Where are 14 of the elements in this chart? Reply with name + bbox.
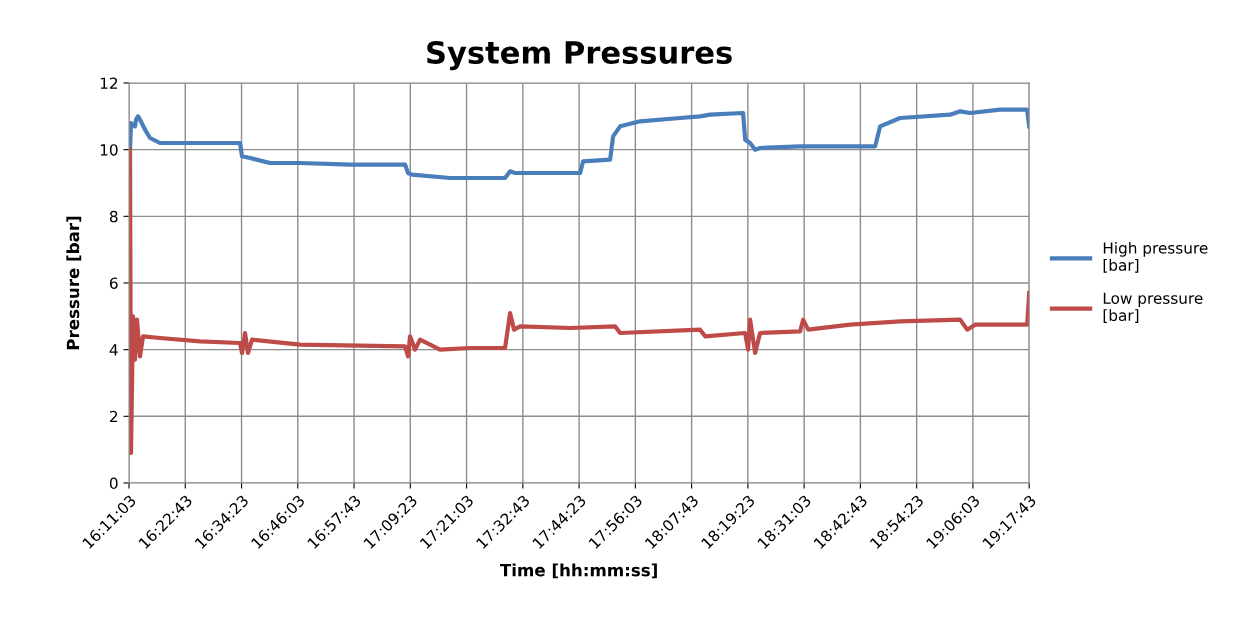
y-tick-label: 2 (110, 410, 118, 423)
y-tick-label: 0 (109, 477, 118, 489)
y-axis-title: Pressure [bar] (66, 216, 82, 350)
line-series (129, 107, 1030, 181)
x-axis-title: Time [hh:mm:ss] (499, 563, 657, 579)
y-tick-label: 12 (100, 77, 118, 89)
legend-label: Low pressure [bar] (1103, 292, 1203, 323)
y-tick-label: 8 (109, 210, 118, 223)
legend-label: High pressure [bar] (1103, 241, 1208, 273)
y-tick-label: 10 (100, 144, 118, 156)
y-tick-label: 4 (109, 344, 118, 356)
y-tick-label: 6 (109, 277, 118, 290)
line-series (129, 147, 1030, 456)
chart-title: System Pressures (427, 40, 732, 71)
